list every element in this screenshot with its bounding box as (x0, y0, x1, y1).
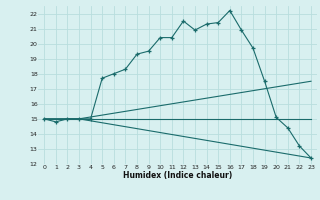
X-axis label: Humidex (Indice chaleur): Humidex (Indice chaleur) (123, 171, 232, 180)
